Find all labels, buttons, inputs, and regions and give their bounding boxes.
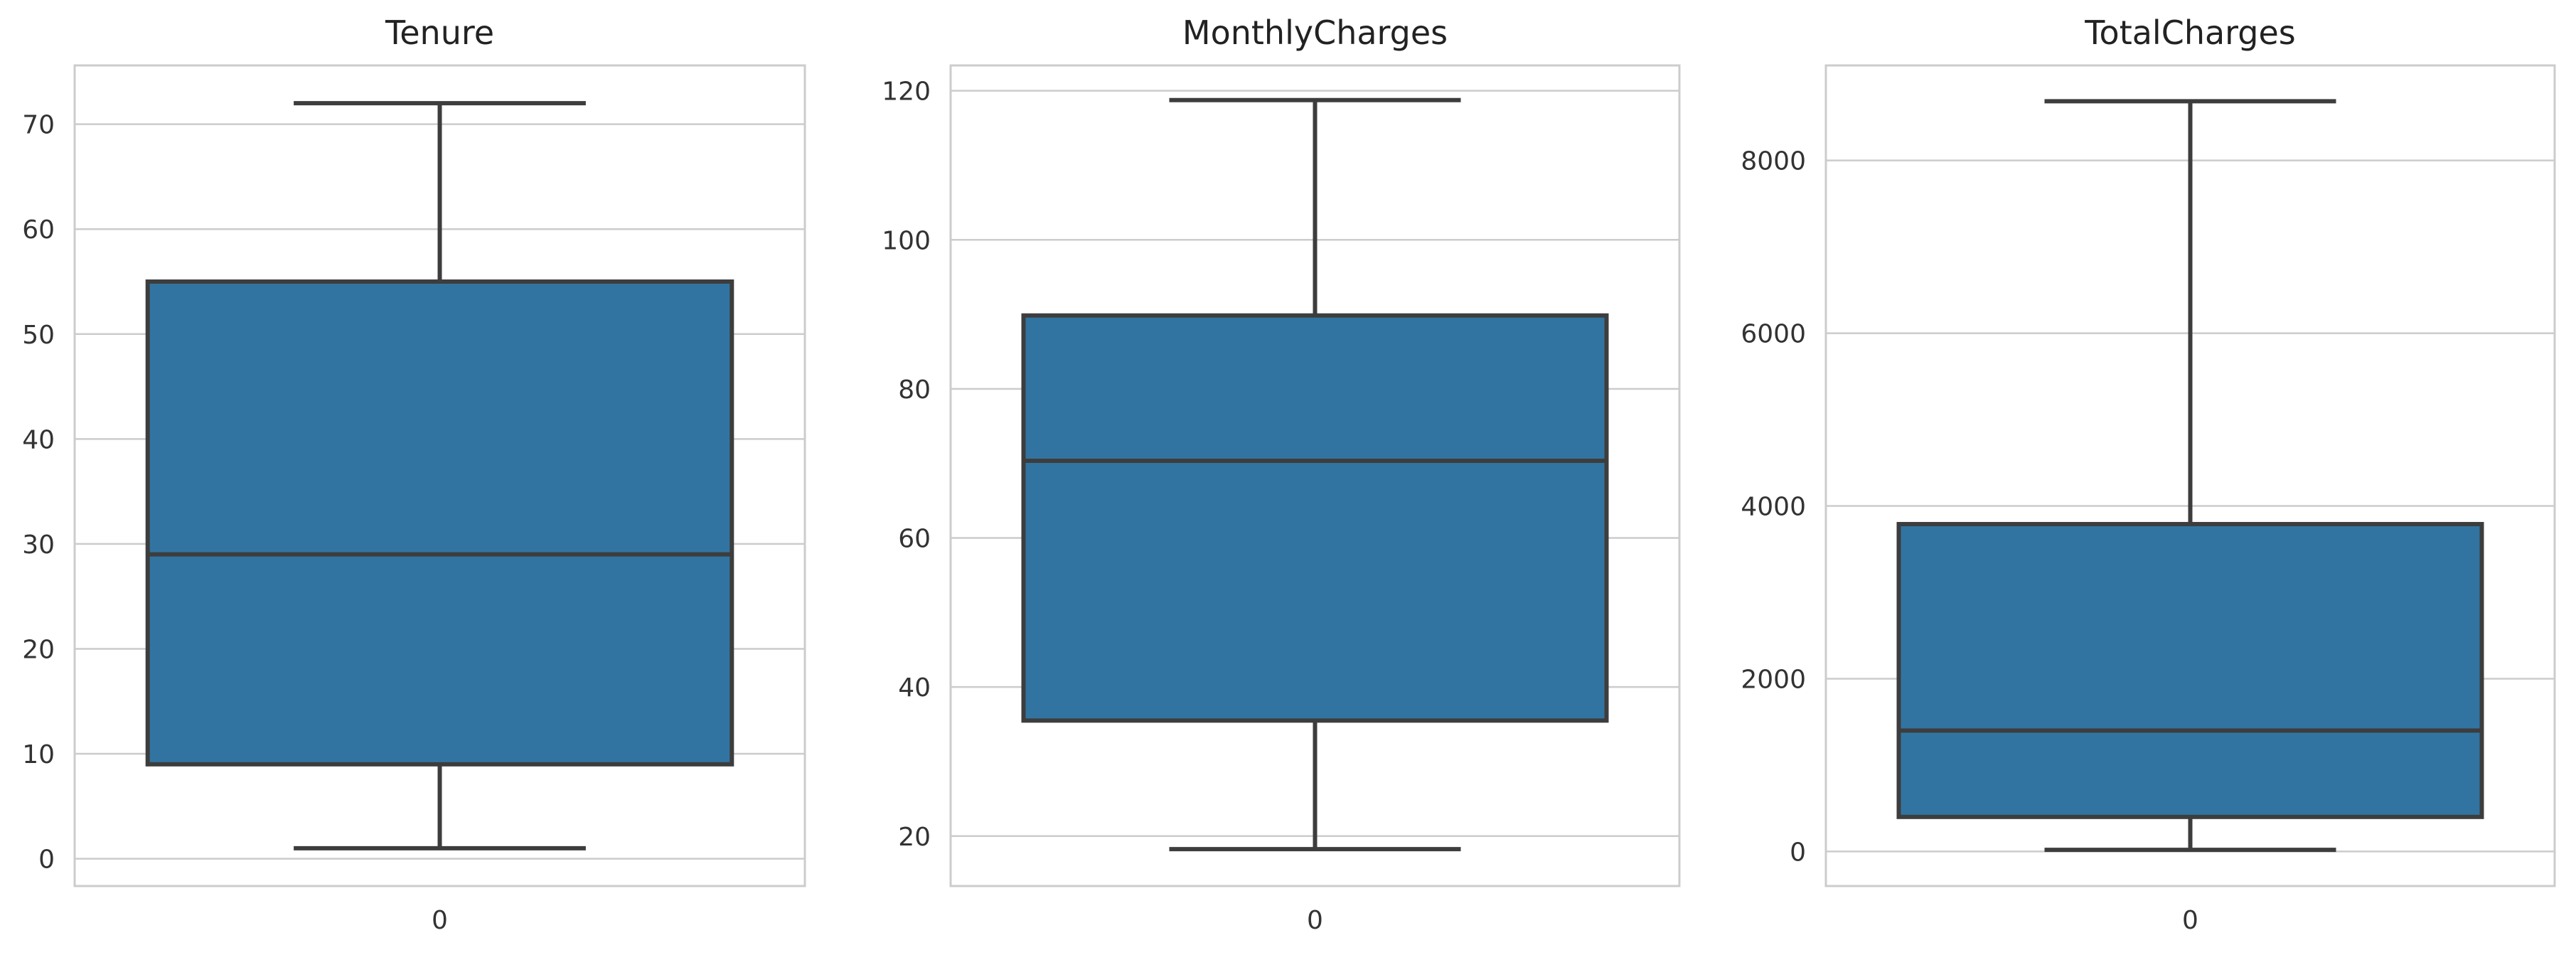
totalcharges-chart-title: TotalCharges: [2084, 14, 2295, 52]
tenure-chart: 0 10 20 30 40 50 60 70 Tenure 0: [22, 14, 806, 935]
monthlycharges-plot-frame: [949, 64, 1681, 887]
tenure-ytick-label: 20: [22, 635, 55, 664]
tenure-ytick-label: 10: [22, 740, 55, 769]
tenure-chart-title: Tenure: [385, 14, 494, 52]
tenure-iqr-box: [145, 279, 734, 767]
tenure-ytick-label: 50: [22, 321, 55, 350]
tenure-ytick-label: 30: [22, 530, 55, 560]
tenure-ytick-label: 0: [38, 845, 55, 875]
totalcharges-ytick-label: 6000: [1741, 320, 1806, 349]
tenure-xtick-label: 0: [432, 906, 448, 935]
monthlycharges-iqr-box: [1021, 313, 1609, 723]
totalcharges-chart: 0 2000 4000 6000 8000 TotalCharges 0: [1741, 14, 2556, 935]
tenure-ytick-label: 60: [22, 215, 55, 245]
monthlycharges-ytick-label: 20: [898, 823, 931, 852]
totalcharges-ytick-label: 4000: [1741, 493, 1806, 522]
monthlycharges-ytick-label: 100: [882, 226, 931, 255]
tenure-ytick-label: 40: [22, 425, 55, 454]
monthlycharges-ytick-label: 120: [882, 78, 931, 107]
totalcharges-ytick-label: 8000: [1741, 147, 1806, 176]
monthlycharges-chart: 20 40 60 80 100 120 MonthlyCharges 0: [882, 14, 1681, 935]
tenure-plot-frame: [73, 64, 806, 887]
totalcharges-plot-frame: [1824, 64, 2556, 887]
monthlycharges-ytick-label: 60: [898, 525, 931, 554]
monthlycharges-chart-title: MonthlyCharges: [1182, 14, 1448, 52]
monthlycharges-ytick-label: 80: [898, 375, 931, 405]
totalcharges-xtick-label: 0: [2182, 906, 2198, 935]
totalcharges-ytick-label: 2000: [1741, 665, 1806, 694]
totalcharges-ytick-label: 0: [1790, 838, 1806, 867]
totalcharges-iqr-box: [1896, 522, 2484, 819]
tenure-ytick-label: 70: [22, 111, 55, 140]
monthlycharges-ytick-label: 40: [898, 673, 931, 703]
monthlycharges-xtick-label: 0: [1307, 906, 1323, 935]
